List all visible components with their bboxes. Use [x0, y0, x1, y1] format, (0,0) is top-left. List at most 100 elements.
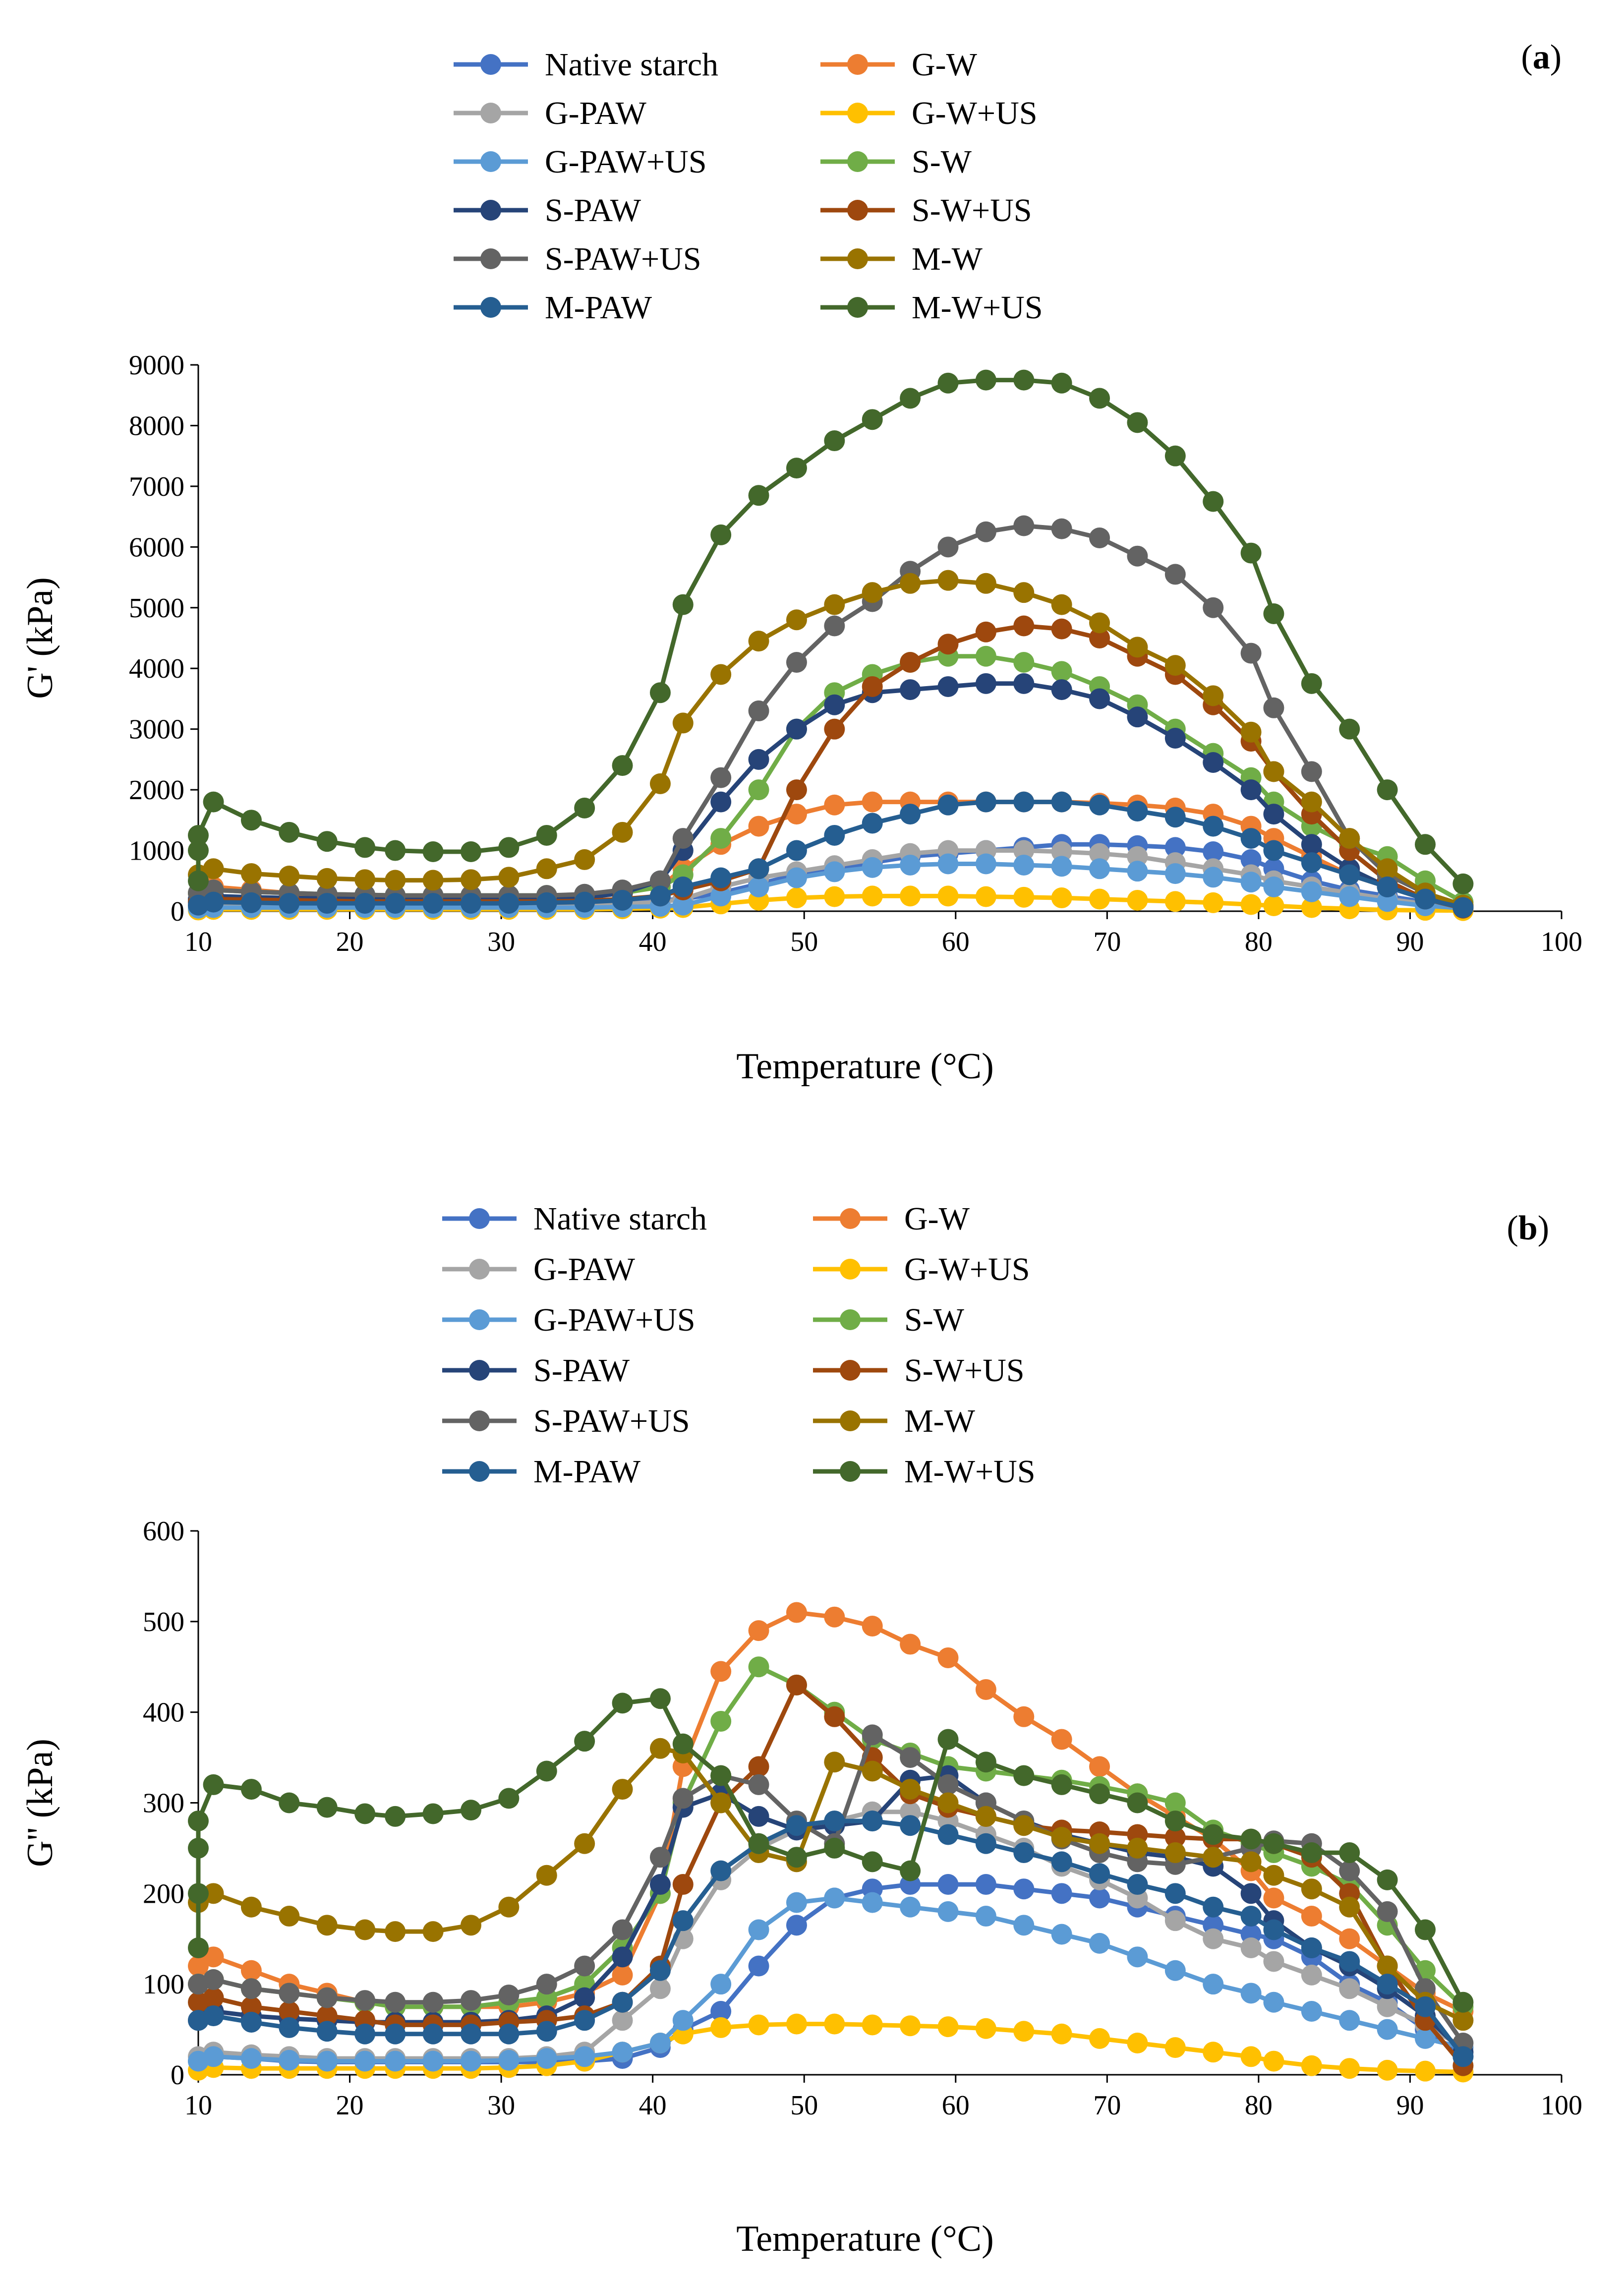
data-point	[937, 536, 959, 558]
data-point	[1013, 2021, 1035, 2042]
data-point	[824, 886, 845, 907]
data-point	[1051, 1924, 1072, 1945]
data-point	[574, 849, 595, 870]
data-point	[1051, 1826, 1072, 1848]
data-point	[1089, 1783, 1110, 1805]
data-point	[279, 2017, 300, 2038]
data-point	[937, 1647, 959, 1668]
data-point	[536, 2021, 557, 2042]
data-point	[240, 1996, 262, 2017]
data-point	[824, 1887, 845, 1909]
data-point	[649, 682, 671, 703]
data-point	[1240, 1851, 1262, 1872]
legend-label: G-PAW+US	[533, 1302, 696, 1338]
data-point	[1377, 779, 1398, 801]
data-point	[461, 2050, 481, 2072]
data-point	[786, 867, 807, 888]
panel-label: (b)	[1507, 1209, 1549, 1247]
data-point	[1013, 615, 1035, 637]
data-point	[1164, 837, 1186, 858]
data-point	[240, 1978, 262, 1999]
data-point	[975, 1679, 996, 1700]
data-point	[316, 2005, 338, 2027]
data-point	[1013, 840, 1035, 861]
data-point	[672, 712, 694, 734]
legend-label: G-PAW+US	[545, 144, 707, 180]
data-point	[1089, 1833, 1110, 1854]
data-point	[900, 885, 921, 907]
data-point	[1089, 612, 1110, 634]
data-point	[1377, 1955, 1398, 1977]
data-point	[824, 1606, 845, 1628]
data-point	[422, 870, 444, 891]
data-point	[1127, 1946, 1148, 1968]
legend-swatch-marker	[469, 1360, 490, 1381]
y-tick-label: 2000	[129, 775, 184, 806]
data-point	[975, 645, 996, 667]
legend-swatch-marker	[469, 1461, 490, 1482]
data-point	[385, 1921, 406, 1942]
x-tick-label: 30	[487, 2090, 515, 2121]
data-point	[672, 1733, 694, 1754]
x-tick-label: 40	[639, 2090, 667, 2121]
data-point	[748, 779, 769, 801]
data-point	[1415, 1996, 1436, 2017]
data-point	[203, 858, 224, 879]
data-point	[612, 1693, 633, 1714]
data-point	[1339, 828, 1360, 849]
data-point	[937, 372, 959, 394]
data-point	[937, 1792, 959, 1813]
series-m-w	[188, 1738, 1474, 2031]
x-tick-label: 30	[487, 927, 515, 957]
data-point	[354, 2023, 376, 2045]
data-point	[937, 794, 959, 816]
legend-label: M-PAW	[545, 290, 652, 326]
legend-label: S-W	[904, 1302, 965, 1338]
legend-label: S-PAW+US	[533, 1403, 690, 1439]
x-tick-label: 90	[1396, 927, 1424, 957]
data-point	[900, 2015, 921, 2037]
data-point	[1013, 369, 1035, 391]
data-point	[975, 853, 996, 875]
data-point	[1051, 1774, 1072, 1795]
data-point	[937, 676, 959, 697]
data-point	[574, 1955, 595, 1977]
data-point	[1263, 895, 1284, 916]
data-point	[786, 651, 807, 673]
data-point	[862, 1760, 883, 1782]
x-tick-label: 10	[184, 2090, 212, 2121]
data-point	[672, 894, 694, 916]
data-point	[422, 893, 444, 914]
data-point	[900, 804, 921, 825]
data-point	[824, 1837, 845, 1859]
data-point	[536, 2048, 557, 2069]
data-point	[824, 1706, 845, 1727]
data-point	[1377, 877, 1398, 898]
data-point	[1263, 1833, 1284, 1854]
data-point	[1377, 2019, 1398, 2040]
data-point	[1240, 849, 1262, 870]
data-point	[649, 1738, 671, 1759]
data-point	[1240, 1983, 1262, 2004]
legend-label: G-W+US	[912, 95, 1038, 131]
data-point	[824, 718, 845, 740]
data-point	[354, 837, 376, 858]
data-point	[461, 1800, 481, 1821]
data-point	[975, 1906, 996, 1927]
data-point	[748, 1656, 769, 1678]
data-point	[937, 1774, 959, 1795]
data-point	[498, 867, 520, 888]
data-point	[1263, 804, 1284, 825]
data-point	[612, 1991, 633, 2013]
data-point	[1263, 1991, 1284, 2013]
data-point	[1127, 861, 1148, 882]
legend-swatch-marker	[469, 1208, 490, 1229]
data-point	[1203, 1928, 1224, 1949]
legend-swatch-marker	[480, 297, 501, 318]
data-point	[612, 1946, 633, 1968]
data-point	[1164, 1883, 1186, 1904]
data-point	[354, 1990, 376, 2011]
data-point	[612, 1779, 633, 1800]
data-point	[188, 870, 209, 891]
data-point	[748, 749, 769, 770]
